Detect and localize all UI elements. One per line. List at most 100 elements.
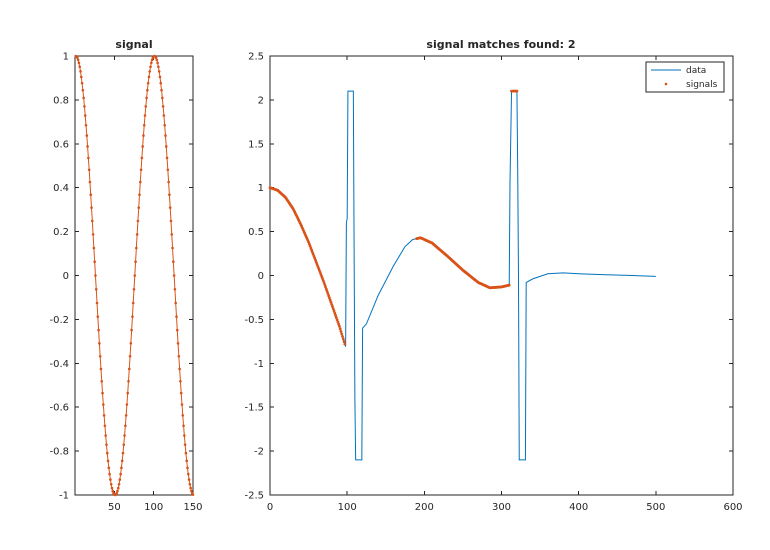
signal-point (155, 58, 159, 62)
signal-point (158, 75, 162, 79)
signal-point (166, 168, 170, 172)
signals-point (342, 340, 346, 343)
signal-point (136, 219, 140, 223)
signal-point (128, 355, 132, 358)
signal-point (165, 156, 169, 160)
signal-point (94, 287, 98, 291)
signal-point (104, 434, 107, 437)
signal-point (161, 105, 165, 108)
signal-point (183, 434, 186, 437)
signals-point (328, 296, 331, 300)
signal-point (133, 274, 137, 277)
signal-point (149, 65, 152, 69)
matches-xtick-label: 200 (415, 502, 434, 513)
signal-point (106, 459, 110, 463)
signal-ytick-label: 0.6 (53, 139, 69, 150)
signal-xtick-label: 50 (108, 502, 121, 513)
signal-point (79, 70, 82, 73)
signals-point (327, 294, 331, 298)
matches-ytick-label: -1 (254, 359, 264, 370)
matches-ytick-label: 0 (258, 271, 264, 282)
axes-matches-x-ticks: 0 100 200 300 400 500 600 (267, 56, 743, 513)
signals-point (335, 318, 339, 322)
signal-point (191, 493, 195, 496)
signal-point (90, 206, 93, 209)
signal-point (98, 342, 101, 345)
signal-ytick-label: 0.8 (53, 95, 69, 106)
signal-point (168, 206, 172, 209)
signal-point (131, 315, 134, 318)
signals-point (340, 332, 344, 336)
signal-ytick-label: 0 (63, 271, 69, 282)
signals-point (331, 307, 335, 311)
signal-point (102, 403, 105, 406)
signal-ytick-label: -0.8 (49, 447, 69, 458)
signal-point (141, 145, 144, 148)
signal-point (79, 75, 83, 79)
signal-point (120, 466, 123, 470)
signal-point (146, 81, 150, 85)
signal-point (163, 123, 166, 127)
signals-point (336, 320, 340, 324)
signal-point (150, 58, 154, 62)
signal-point (82, 96, 85, 100)
signal-ytick-label: 0.4 (53, 183, 69, 194)
legend: data signals (645, 61, 725, 93)
signals-point (328, 298, 332, 302)
signals-point (331, 305, 334, 309)
matches-ytick-label: 0.5 (248, 227, 264, 238)
signal-point (78, 65, 82, 69)
axes-signal-plot-area (74, 54, 195, 497)
signals-point (341, 335, 344, 338)
signal-point (176, 342, 180, 345)
axes-signal-y-ticks: -1 -0.8 -0.6 -0.4 -0.2 0 0.2 0.4 0.6 0.8 1 (49, 52, 193, 502)
signal-point (85, 134, 89, 137)
signal-point (92, 246, 96, 250)
signal-point (138, 180, 142, 184)
legend-data-label: data (686, 66, 706, 76)
signal-point (145, 96, 148, 100)
matches-xtick-label: 400 (569, 502, 588, 513)
signal-point (179, 379, 182, 383)
signal-point (121, 451, 125, 455)
signal-point (127, 367, 131, 371)
signals-point (332, 309, 336, 313)
signal-point (110, 486, 114, 490)
signal-point (107, 466, 111, 470)
signal-point (91, 233, 95, 236)
signal-point (185, 459, 189, 463)
signal-point (183, 443, 187, 446)
signal-point (108, 472, 111, 476)
signal-point (103, 424, 107, 428)
matches-ytick-label: 1 (258, 183, 264, 194)
signal-point (144, 105, 148, 108)
signal-xtick-label: 150 (183, 502, 202, 513)
axes-matches-y-ticks: -2.5 -2 -1.5 -1 -0.5 0 0.5 1 1.5 2 2.5 (244, 52, 733, 502)
signal-point (174, 301, 177, 305)
signal-ytick-label: -0.6 (49, 403, 69, 414)
signal-point (120, 459, 124, 463)
signals-point (333, 311, 337, 315)
signal-ytick-label: 1 (63, 52, 69, 63)
signal-ytick-label: -0.4 (49, 359, 69, 370)
signal-point (172, 260, 175, 264)
signal-point (80, 81, 84, 85)
signal-point (122, 443, 126, 446)
signal-point (111, 489, 115, 493)
matches-xtick-label: 300 (492, 502, 511, 513)
signal-point (140, 156, 144, 160)
signal-point (76, 56, 79, 60)
signal-point (109, 482, 113, 486)
signals-point (334, 314, 337, 317)
signals-point (507, 283, 511, 287)
signal-point (135, 246, 138, 250)
axes-signal-title: signal (115, 38, 152, 51)
signal-point (170, 233, 174, 236)
matches-xtick-label: 100 (338, 502, 357, 513)
signal-point (160, 88, 163, 92)
signal-point (179, 391, 183, 395)
signal-point (175, 315, 178, 318)
signal-point (83, 114, 87, 117)
signals-point (322, 281, 326, 284)
signal-point (101, 391, 104, 395)
